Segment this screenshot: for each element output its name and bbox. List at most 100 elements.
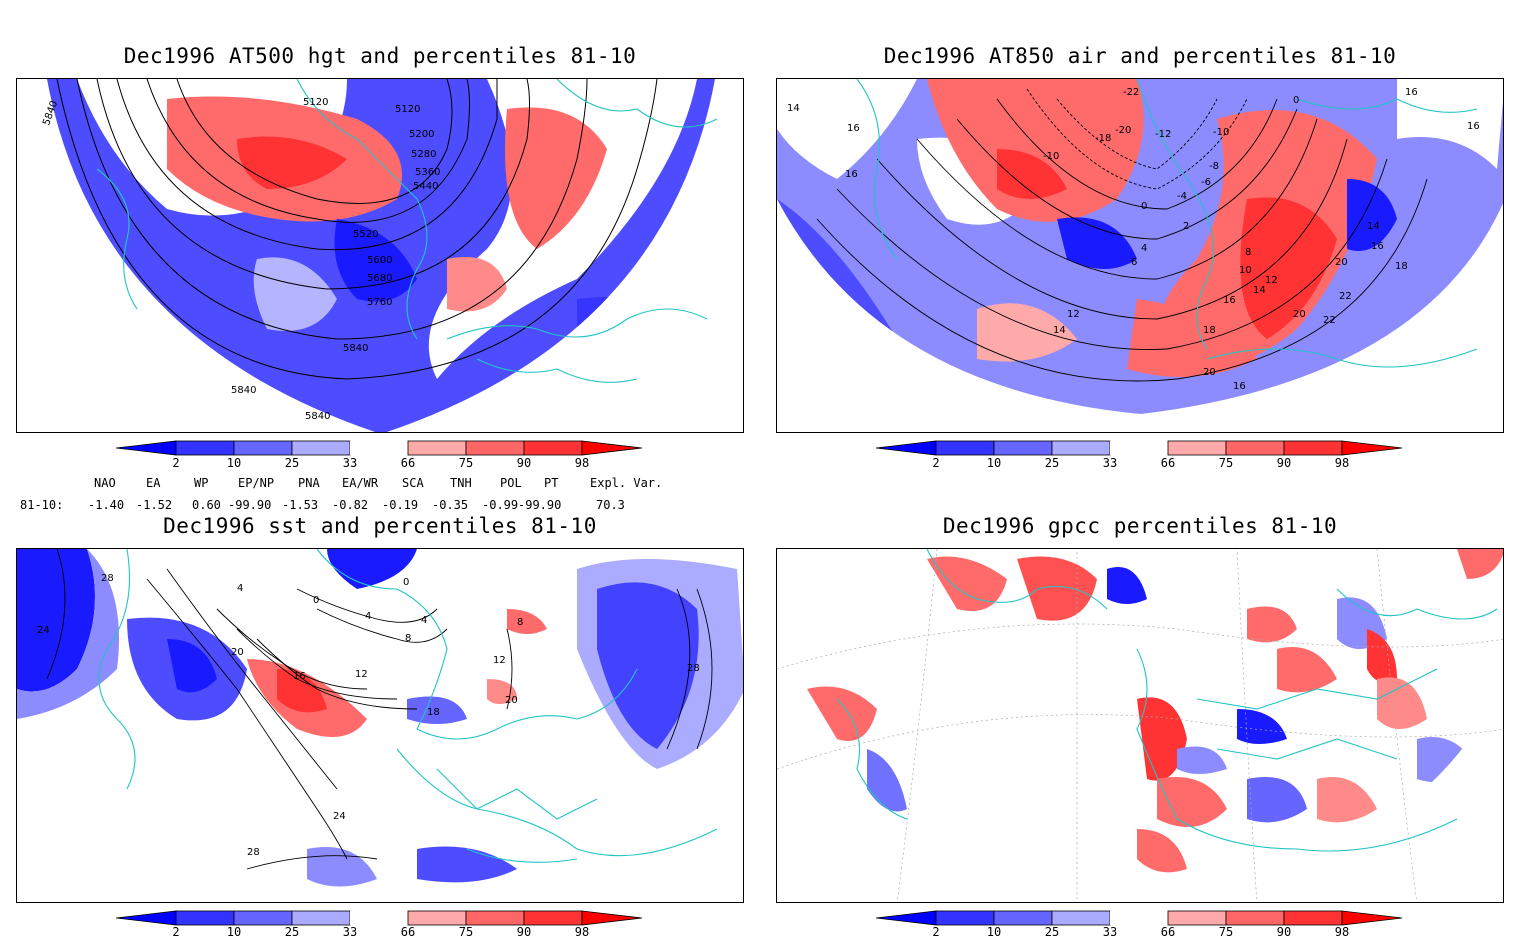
index-row-label: 81-10: — [20, 498, 64, 512]
contour-label: 28 — [687, 663, 700, 674]
colorbar-segment — [993, 440, 1053, 456]
contour-label: 20 — [231, 647, 244, 658]
colorbar-segment — [1110, 441, 1168, 455]
colorbar-arrow-high — [1341, 910, 1403, 926]
index-name: POL — [500, 476, 522, 490]
colorbar-segment — [175, 440, 235, 456]
map-sst-svg: 28 24 4 0 0 4 8 20 16 12 4 12 20 18 8 28… — [17, 549, 743, 901]
map-air850-svg: 14 16 16 -22 -20 -18 -12 -10 -10 -8 -6 -… — [777, 79, 1503, 414]
index-name: EA/WR — [342, 476, 379, 490]
cbar-label: 75 — [458, 456, 474, 470]
cbar-label: 25 — [1044, 925, 1060, 939]
colorbar-segment — [291, 440, 351, 456]
index-name: SCA — [402, 476, 424, 490]
contour-label: 8 — [405, 633, 411, 644]
contour-label: 5760 — [367, 297, 392, 308]
cbar-label: 2 — [932, 456, 940, 470]
contour-label: 16 — [1467, 121, 1480, 132]
colorbar-segment — [523, 910, 583, 926]
index-name: EA — [146, 476, 161, 490]
contour-label: 22 — [1339, 291, 1352, 302]
contour-label: -22 — [1123, 87, 1139, 98]
contour-label: -12 — [1155, 129, 1171, 140]
contour-label: 16 — [845, 169, 858, 180]
contour-labels-sst: 28 24 4 0 0 4 8 20 16 12 4 12 20 18 8 28… — [37, 573, 700, 858]
cbar-label: 25 — [284, 925, 300, 939]
index-value: -0.35 — [432, 498, 469, 512]
colorbar-bottom-right-svg — [875, 910, 1403, 926]
contour-label: 12 — [1067, 309, 1080, 320]
colorbar-segment — [407, 910, 467, 926]
panel-title-air850: Dec1996 AT850 air and percentiles 81-10 — [883, 44, 1397, 68]
cbar-label: 66 — [1160, 925, 1176, 939]
cbar-label: 66 — [400, 925, 416, 939]
colorbar-segment — [175, 910, 235, 926]
index-name: Expl. Var. — [590, 476, 663, 490]
colorbar-segment — [993, 910, 1053, 926]
contour-label: 5200 — [409, 129, 434, 140]
contour-label: 5680 — [367, 273, 392, 284]
index-value: -1.53 — [282, 498, 319, 512]
contour-label: 28 — [247, 847, 260, 858]
colorbar-segment — [1110, 911, 1168, 925]
panel-title-hgt500: Dec1996 AT500 hgt and percentiles 81-10 — [123, 44, 637, 68]
cbar-label: 33 — [342, 456, 358, 470]
colorbar-arrow-low — [115, 910, 177, 926]
contour-label: 5600 — [367, 255, 392, 266]
cbar-label: 75 — [458, 925, 474, 939]
colorbar-arrow-low — [875, 910, 937, 926]
colorbar-segment — [350, 441, 408, 455]
contour-label: 4 — [365, 611, 371, 622]
colorbar-segment — [1283, 910, 1343, 926]
colorbar-segment — [1051, 910, 1111, 926]
contour-label: 20 — [1293, 309, 1306, 320]
contour-label: 16 — [1405, 87, 1418, 98]
contour-label: 14 — [787, 103, 800, 114]
cbar-label: 98 — [1334, 925, 1350, 939]
contour-label: 14 — [1053, 325, 1066, 336]
cbar-label: 10 — [986, 456, 1002, 470]
index-value: -1.40 — [88, 498, 125, 512]
colorbar-segment — [935, 910, 995, 926]
colorbar-segment — [465, 440, 525, 456]
cbar-label: 2 — [172, 456, 180, 470]
contour-label: 5520 — [353, 229, 378, 240]
cbar-label: 90 — [1276, 456, 1292, 470]
contour-label: -4 — [1177, 191, 1187, 202]
index-name: PT — [544, 476, 559, 490]
contour-label: 16 — [1233, 381, 1246, 392]
map-gpcc-svg — [777, 549, 1503, 902]
cbar-label: 10 — [226, 456, 242, 470]
contour-label: 12 — [493, 655, 506, 666]
colorbar-segment — [1167, 440, 1227, 456]
colorbar-segment — [523, 440, 583, 456]
contour-label: 0 — [1141, 201, 1147, 212]
contour-label: 14 — [1253, 285, 1266, 296]
colorbar-arrow-high — [581, 910, 643, 926]
contour-label: 0 — [1293, 95, 1299, 106]
cbar-label: 98 — [1334, 456, 1350, 470]
contour-label: 18 — [1395, 261, 1408, 272]
index-value: 70.3 — [596, 498, 625, 512]
colorbar-segment — [291, 910, 351, 926]
cbar-label: 75 — [1218, 925, 1234, 939]
contour-label: 5120 — [395, 104, 420, 115]
contour-label: -6 — [1201, 177, 1211, 188]
map-air850: 14 16 16 -22 -20 -18 -12 -10 -10 -8 -6 -… — [776, 78, 1504, 433]
colorbar-arrow-high — [581, 440, 643, 456]
cbar-label: 2 — [932, 925, 940, 939]
contour-label: 16 — [293, 671, 306, 682]
colorbar-segment — [465, 910, 525, 926]
colorbar-arrow-low — [115, 440, 177, 456]
contour-label: 18 — [1203, 325, 1216, 336]
contour-label: -10 — [1043, 151, 1059, 162]
colorbar-segment — [1051, 440, 1111, 456]
contour-label: 5840 — [231, 385, 256, 396]
contour-label: 6 — [1131, 257, 1137, 268]
colorbar-top-right: 2 10 25 33 66 75 90 98 — [875, 440, 1403, 474]
contour-label: 12 — [1265, 275, 1278, 286]
contour-label: 4 — [1141, 243, 1147, 254]
contour-label: 20 — [1203, 367, 1216, 378]
colorbar-segment — [935, 440, 995, 456]
panel-title-sst: Dec1996 sst and percentiles 81-10 — [163, 514, 597, 538]
